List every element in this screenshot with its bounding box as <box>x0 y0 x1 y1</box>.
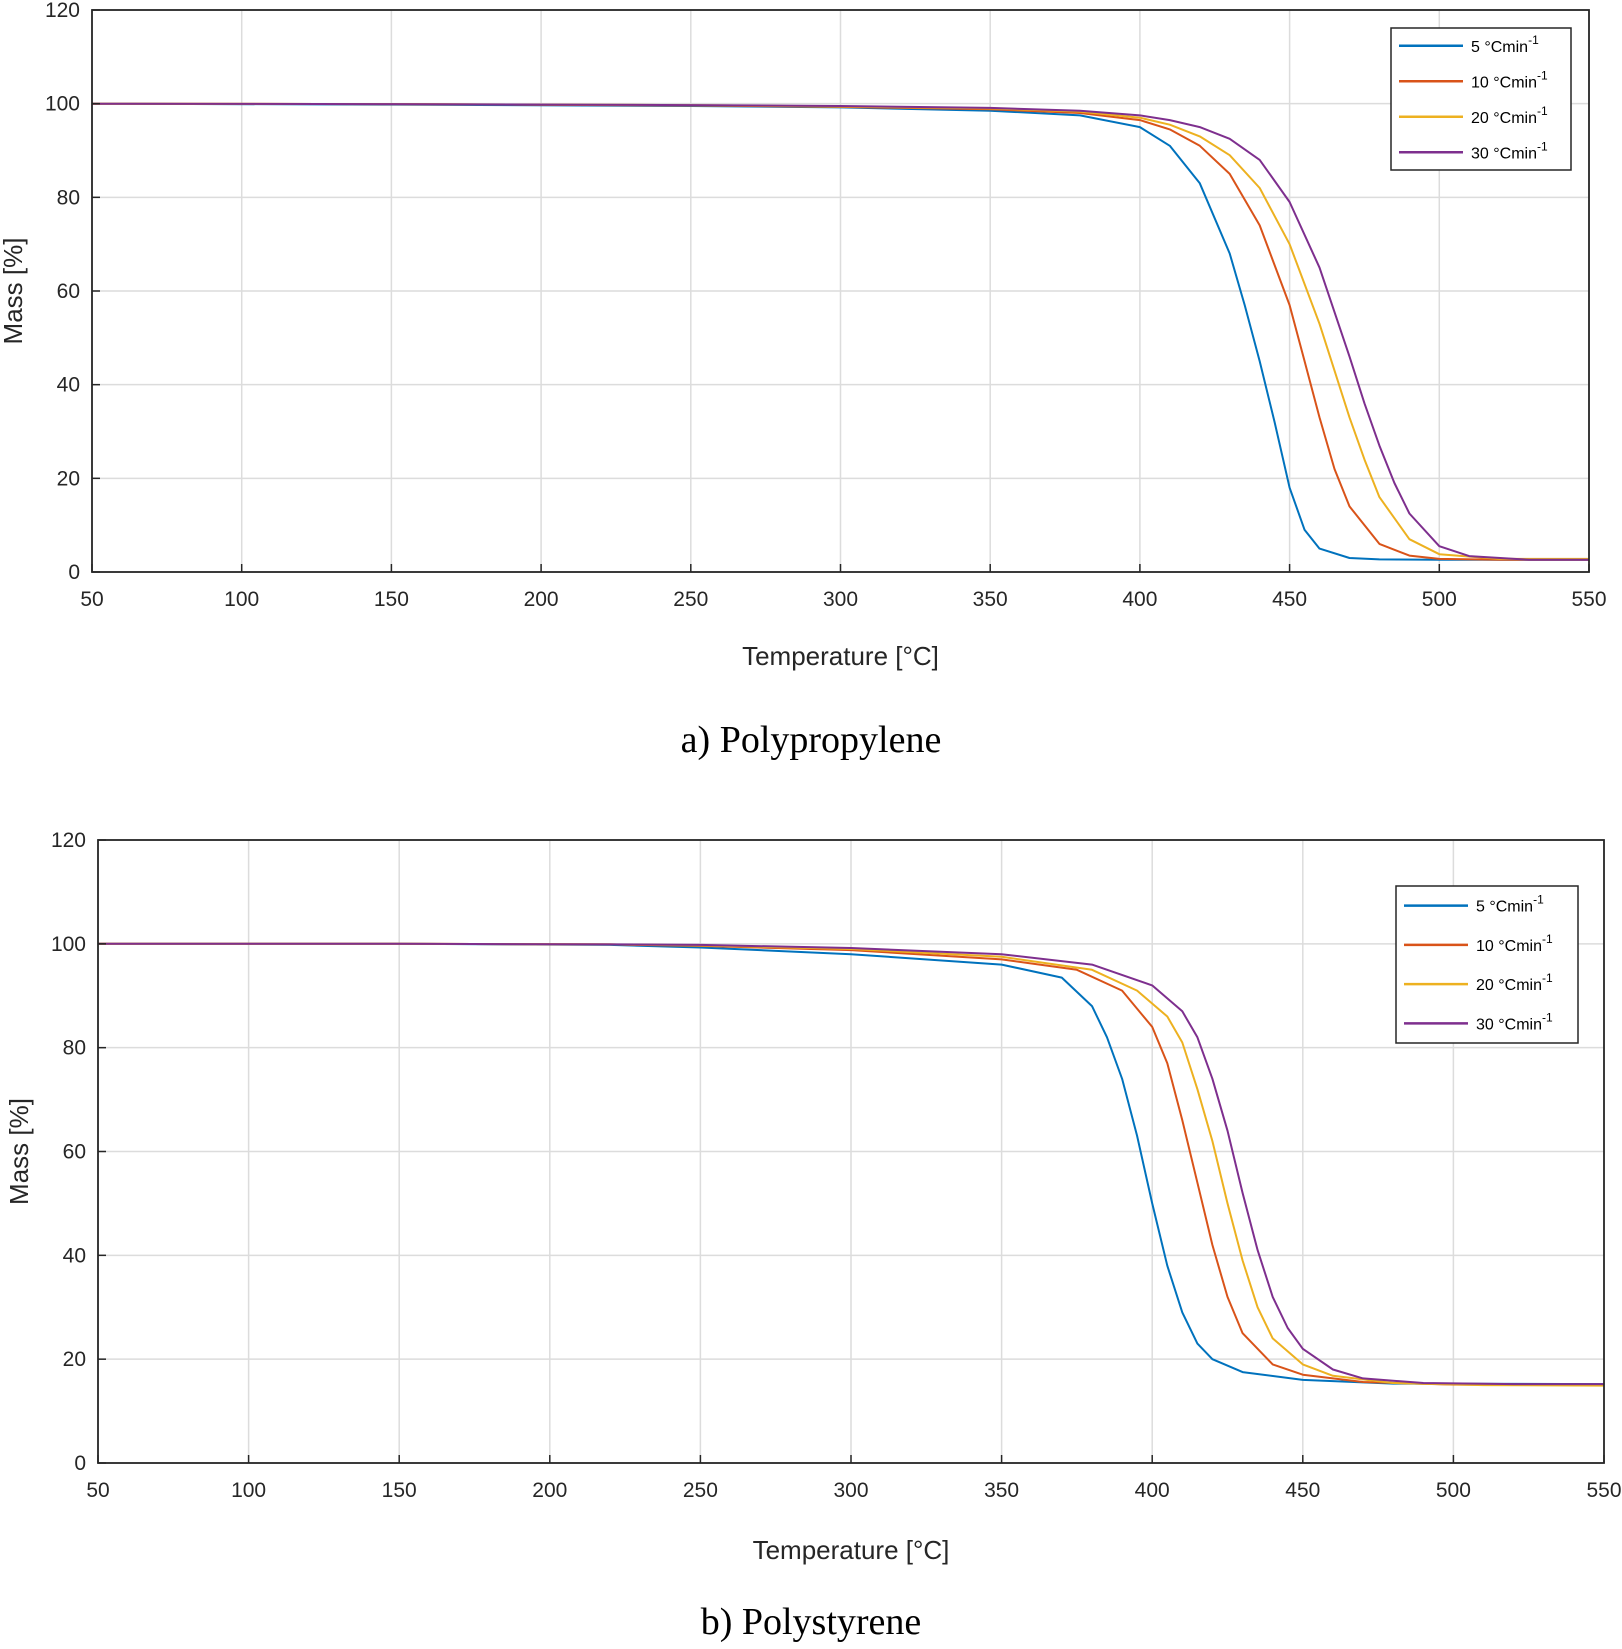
x-tick-label: 150 <box>374 588 409 611</box>
series-line-30 <box>98 942 1604 1386</box>
y-axis-label: Mass [%] <box>4 1098 34 1205</box>
y-tick-label: 20 <box>63 1348 86 1371</box>
legend: 5 °Cmin-1 10 °Cmin-1 20 °Cmin-1 30 °Cmin-1 <box>1390 27 1572 171</box>
x-axis-label: Temperature [°C] <box>753 1535 950 1565</box>
series-line-30 <box>91 102 1589 561</box>
x-tick-label: 500 <box>1422 588 1457 611</box>
x-tick-label: 250 <box>683 1479 718 1502</box>
x-tick-label: 50 <box>80 588 103 611</box>
x-tick-label: 550 <box>1586 1479 1621 1502</box>
y-axis-label: Mass [%] <box>0 238 28 345</box>
x-tick-label: 450 <box>1285 1479 1320 1502</box>
legend-label-5: 5 °Cmin-1 <box>1471 33 1539 56</box>
y-tick-label: 60 <box>63 1141 86 1164</box>
legend-label-20: 20 °Cmin-1 <box>1471 104 1548 127</box>
x-tick-label: 500 <box>1436 1479 1471 1502</box>
x-tick-label: 300 <box>823 588 858 611</box>
x-tick-label: 400 <box>1135 1479 1170 1502</box>
legend-label-10: 10 °Cmin-1 <box>1471 68 1548 91</box>
y-tick-label: 120 <box>51 829 86 852</box>
x-tick-label: 350 <box>984 1479 1019 1502</box>
x-tick-label: 350 <box>973 588 1008 611</box>
x-tick-label: 450 <box>1272 588 1307 611</box>
legend-label-30: 30 °Cmin-1 <box>1476 1010 1553 1033</box>
legend-label-20: 20 °Cmin-1 <box>1476 971 1553 994</box>
x-tick-label: 300 <box>833 1479 868 1502</box>
x-tick-label: 200 <box>524 588 559 611</box>
y-tick-label: 40 <box>57 374 80 397</box>
legend-label-5: 5 °Cmin-1 <box>1476 893 1544 916</box>
caption-polypropylene: a) Polypropylene <box>680 719 942 761</box>
x-tick-label: 100 <box>231 1479 266 1502</box>
legend: 5 °Cmin-1 10 °Cmin-1 20 °Cmin-1 30 °Cmin-1 <box>1395 885 1579 1044</box>
y-tick-label: 100 <box>45 93 80 116</box>
chart-polystyrene: 50 100 150 200 250 300 350 400 450 500 550 0 20 40 60 8… <box>4 829 1622 1565</box>
x-tick-label: 250 <box>673 588 708 611</box>
y-tick-label: 40 <box>63 1244 86 1267</box>
x-tick-label: 200 <box>532 1479 567 1502</box>
y-tick-label: 100 <box>51 933 86 956</box>
y-tick-label: 60 <box>57 280 80 303</box>
y-tick-label: 80 <box>57 186 80 209</box>
legend-box <box>1390 27 1572 171</box>
x-tick-label: 150 <box>382 1479 417 1502</box>
x-tick-label: 400 <box>1122 588 1157 611</box>
y-tick-label: 20 <box>57 467 80 490</box>
x-tick-label: 50 <box>86 1479 109 1502</box>
caption-polystyrene: b) Polystyrene <box>700 1601 922 1643</box>
chart-polypropylene: 50 100 150 200 250 300 350 400 450 500 550 0 20 40 60 8… <box>0 0 1607 671</box>
y-tick-label: 120 <box>45 0 80 22</box>
y-tick-label: 80 <box>63 1037 86 1060</box>
x-tick-label: 550 <box>1571 588 1606 611</box>
y-tick-label: 0 <box>74 1452 86 1475</box>
y-tick-label: 0 <box>68 561 80 584</box>
x-tick-label: 100 <box>224 588 259 611</box>
x-axis-label: Temperature [°C] <box>742 641 939 671</box>
series-line-5 <box>98 942 1605 1386</box>
legend-label-10: 10 °Cmin-1 <box>1476 932 1553 955</box>
legend-label-30: 30 °Cmin-1 <box>1471 139 1548 162</box>
legend-box <box>1395 885 1579 1044</box>
